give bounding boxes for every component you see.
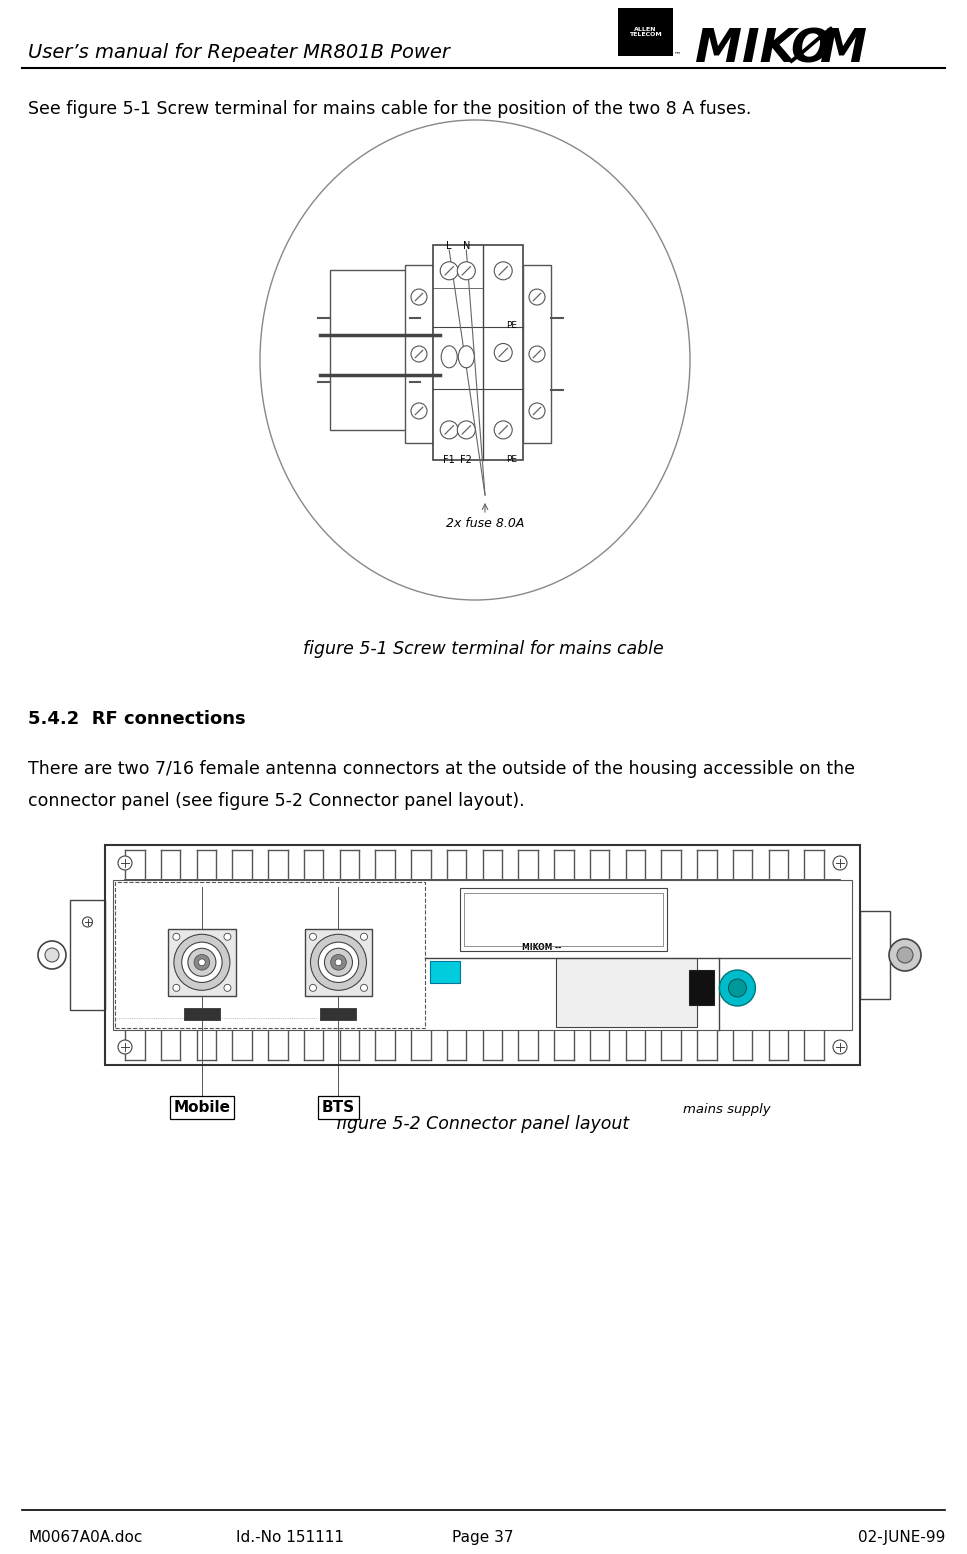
Circle shape [309, 934, 316, 940]
Text: Id.-No 151111: Id.-No 151111 [236, 1531, 344, 1545]
Bar [464, 894, 663, 946]
Circle shape [194, 954, 210, 970]
Text: MIKOM --: MIKOM -- [522, 943, 562, 953]
Bar [184, 1009, 220, 1021]
Circle shape [440, 261, 458, 280]
Bar [405, 266, 433, 443]
Circle shape [529, 402, 545, 420]
Bar [70, 900, 105, 1010]
Text: L: L [447, 241, 452, 252]
Text: User’s manual for Repeater MR801B Power: User’s manual for Repeater MR801B Power [28, 42, 450, 62]
Text: mains supply: mains supply [683, 1103, 770, 1116]
Circle shape [182, 942, 222, 982]
Circle shape [361, 934, 367, 940]
Circle shape [82, 917, 93, 928]
Bar [523, 266, 551, 443]
Circle shape [494, 261, 513, 280]
Ellipse shape [458, 347, 474, 368]
Bar [105, 845, 860, 1064]
Circle shape [411, 289, 427, 305]
Text: There are two 7/16 female antenna connectors at the outside of the housing acces: There are two 7/16 female antenna connec… [28, 760, 855, 779]
Circle shape [897, 946, 913, 963]
Circle shape [411, 402, 427, 420]
Circle shape [173, 984, 180, 991]
Circle shape [457, 421, 476, 438]
Circle shape [118, 1040, 132, 1054]
Circle shape [494, 421, 513, 438]
Circle shape [719, 970, 755, 1005]
Text: Mobile: Mobile [173, 1100, 230, 1116]
Bar [330, 270, 410, 430]
Bar [113, 880, 852, 1030]
Text: See figure 5-1 Screw terminal for mains cable for the position of the two 8 A fu: See figure 5-1 Screw terminal for mains … [28, 99, 751, 118]
Text: 5.4.2  RF connections: 5.4.2 RF connections [28, 710, 246, 727]
Circle shape [38, 942, 66, 970]
Text: F1: F1 [443, 455, 455, 465]
Text: BTS: BTS [322, 1100, 355, 1116]
Text: MIK: MIK [695, 28, 796, 73]
Text: 02-JUNE-99: 02-JUNE-99 [858, 1531, 945, 1545]
Circle shape [325, 948, 353, 976]
Text: Page 37: Page 37 [453, 1531, 513, 1545]
Circle shape [173, 934, 180, 940]
Circle shape [411, 347, 427, 362]
Text: ™: ™ [674, 51, 681, 57]
Circle shape [188, 948, 216, 976]
Text: N: N [462, 241, 470, 252]
Bar [860, 911, 890, 999]
Text: 2x fuse 8.0A: 2x fuse 8.0A [446, 517, 524, 530]
Circle shape [440, 421, 458, 438]
Circle shape [174, 934, 230, 990]
Text: F2: F2 [460, 455, 472, 465]
Circle shape [361, 984, 367, 991]
Text: figure 5-1 Screw terminal for mains cable: figure 5-1 Screw terminal for mains cabl… [303, 640, 663, 657]
Text: figure 5-2 Connector panel layout: figure 5-2 Connector panel layout [337, 1116, 630, 1133]
Bar [168, 929, 236, 996]
Circle shape [529, 289, 545, 305]
Text: PE: PE [506, 322, 517, 329]
Circle shape [224, 984, 231, 991]
Circle shape [310, 934, 366, 990]
Bar [433, 246, 523, 460]
Circle shape [833, 856, 847, 870]
Ellipse shape [441, 347, 457, 368]
Circle shape [45, 948, 59, 962]
Circle shape [336, 959, 341, 965]
Circle shape [728, 979, 747, 998]
Circle shape [224, 934, 231, 940]
Circle shape [118, 856, 132, 870]
Bar [556, 957, 697, 1027]
Circle shape [309, 984, 316, 991]
Circle shape [198, 959, 205, 965]
Text: ALLEN
TELECOM: ALLEN TELECOM [630, 26, 661, 37]
Bar [320, 1009, 357, 1021]
Bar [689, 970, 715, 1005]
Circle shape [318, 942, 359, 982]
Text: M0067A0A.doc: M0067A0A.doc [28, 1531, 142, 1545]
Circle shape [889, 939, 921, 971]
Circle shape [457, 261, 476, 280]
Text: connector panel (see figure 5-2 Connector panel layout).: connector panel (see figure 5-2 Connecto… [28, 793, 525, 810]
Text: M: M [820, 28, 867, 73]
Bar [430, 960, 460, 984]
Ellipse shape [260, 120, 690, 600]
Text: Ø: Ø [790, 28, 830, 73]
Circle shape [833, 1040, 847, 1054]
Circle shape [529, 347, 545, 362]
Bar [115, 883, 425, 1029]
Circle shape [331, 954, 346, 970]
Bar [305, 929, 372, 996]
Bar [460, 887, 667, 951]
Circle shape [494, 343, 513, 362]
Text: PE: PE [506, 455, 517, 465]
Bar [618, 8, 673, 56]
